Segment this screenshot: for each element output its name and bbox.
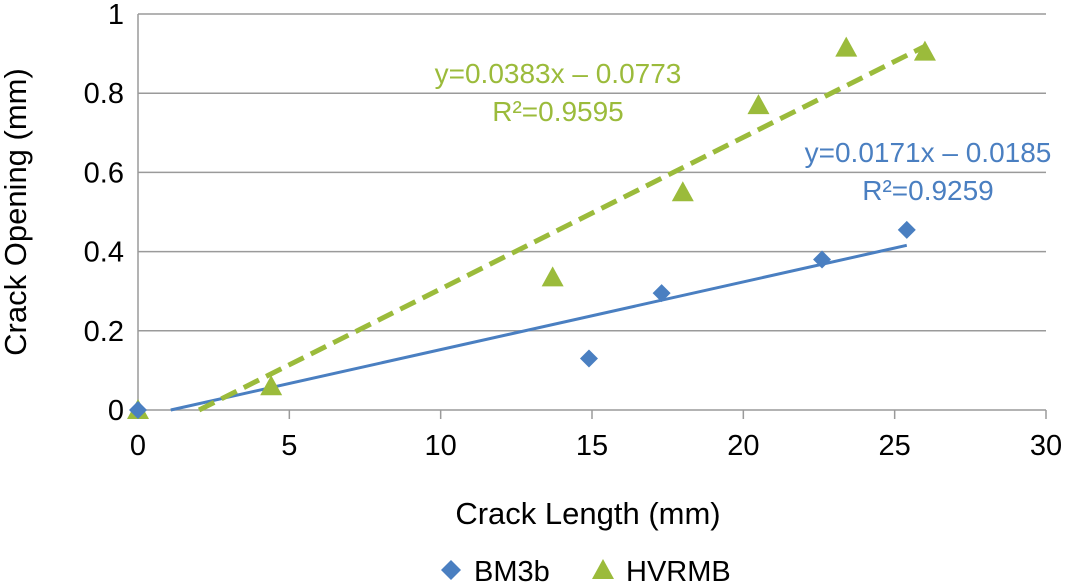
x-tick-label: 10 — [425, 430, 457, 462]
y-axis-title: Crack Opening (mm) — [0, 68, 33, 356]
x-tick-label: 20 — [727, 430, 759, 462]
bm3b-data-point — [579, 349, 598, 368]
x-tick-label: 15 — [576, 430, 608, 462]
hvrmb-data-point — [541, 266, 564, 287]
bm3b-data-point — [129, 401, 147, 419]
bm3b-trend-r2: R²=0.9259 — [862, 175, 994, 206]
y-tick-label: 0 — [108, 395, 124, 427]
bm3b-data-point — [652, 284, 671, 303]
trendlines — [170, 44, 927, 413]
legend: BM3b HVRMB — [441, 556, 731, 585]
hvrmb-data-point — [835, 36, 858, 57]
y-tick-label: 0.4 — [84, 237, 124, 269]
y-tick-label: 0.8 — [84, 78, 124, 110]
y-tick-label: 0.2 — [84, 316, 124, 348]
hvrmb-data-point — [913, 40, 936, 61]
hvrmb-data-point — [671, 181, 694, 202]
legend-marker-hvrmb — [592, 559, 614, 579]
x-tick-label: 5 — [281, 430, 297, 462]
x-tick-label: 25 — [879, 430, 911, 462]
y-tick-label: 1 — [108, 0, 124, 31]
x-axis-ticks: 0 5 10 15 20 25 30 — [130, 410, 1062, 462]
bm3b-data-point — [813, 250, 832, 269]
x-tick-label: 30 — [1030, 430, 1062, 462]
x-tick-label: 0 — [130, 430, 146, 462]
bm3b-trend-equation: y=0.0171x – 0.0185 — [805, 137, 1052, 168]
bm3b-data-point — [897, 220, 916, 239]
bm3b-trendline — [170, 243, 908, 412]
hvrmb-data-point — [747, 94, 770, 115]
y-axis-ticks: 0 0.2 0.4 0.6 0.8 1 — [84, 0, 124, 427]
data-points — [127, 36, 936, 419]
y-tick-label: 0.6 — [84, 157, 124, 189]
legend-label-bm3b: BM3b — [474, 556, 550, 585]
legend-label-hvrmb: HVRMB — [626, 556, 731, 585]
hvrmb-trend-r2: R²=0.9595 — [492, 96, 624, 127]
legend-marker-bm3b — [441, 560, 461, 580]
hvrmb-trendline — [197, 44, 927, 413]
x-axis-title: Crack Length (mm) — [455, 496, 720, 531]
hvrmb-data-point — [260, 375, 283, 396]
hvrmb-trend-equation: y=0.0383x – 0.0773 — [435, 58, 682, 89]
